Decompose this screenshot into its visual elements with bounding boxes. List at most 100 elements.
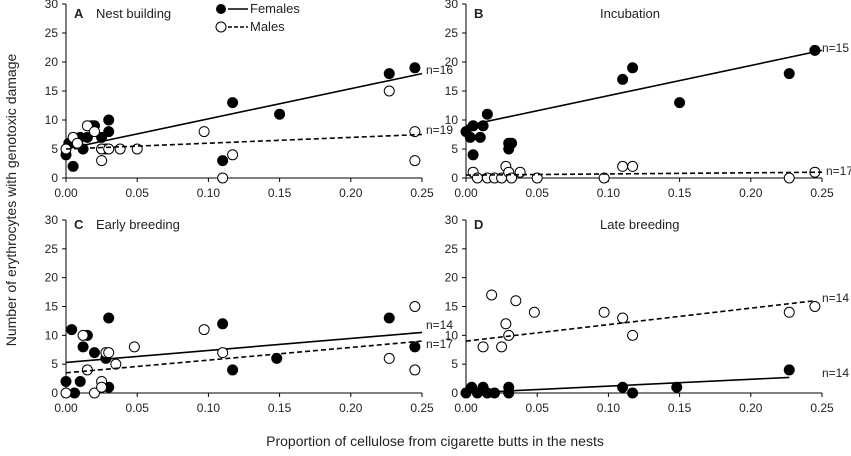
male-point: [128, 341, 140, 353]
panel-b: 0 5 10 15 20 25 30 0.00 0.05 0.10 0.15 0.20 0.25 B Inc…: [445, 0, 851, 200]
male-point: [60, 387, 72, 399]
y-tick-label: 0: [451, 171, 458, 185]
male-point: [81, 120, 93, 132]
female-point: [227, 97, 239, 109]
male-point: [383, 85, 395, 97]
y-tick-label: 15: [45, 300, 59, 314]
female-point: [409, 341, 421, 353]
female-point: [217, 155, 229, 167]
y-tick-label: 10: [445, 113, 459, 127]
male-point: [198, 324, 210, 336]
x-tick-label: 0.10: [597, 401, 621, 415]
female-n-label: n=14: [426, 318, 453, 332]
male-point: [598, 306, 610, 318]
x-tick-label: 0.00: [454, 401, 478, 415]
x-tick-label: 0.15: [268, 186, 292, 200]
female-n-label: n=16: [426, 63, 453, 77]
female-point: [503, 387, 515, 399]
female-point: [103, 114, 115, 126]
male-point: [617, 312, 629, 324]
panel-letter: A: [74, 6, 84, 21]
female-fit-line: [65, 72, 423, 150]
female-point: [627, 62, 639, 74]
male-point: [409, 301, 421, 312]
y-tick-label: 20: [445, 271, 459, 285]
male-fit-line: [465, 171, 823, 176]
x-tick-label: 0.05: [526, 186, 550, 200]
female-point: [383, 312, 395, 324]
male-point: [409, 364, 421, 376]
y-tick-label: 30: [445, 0, 459, 11]
female-point: [783, 364, 795, 376]
y-tick-label: 25: [445, 26, 459, 40]
male-fit-line: [65, 340, 423, 374]
legend-females-marker: [216, 4, 226, 14]
panel-letter: B: [474, 6, 483, 21]
x-tick-label: 0.20: [739, 401, 763, 415]
female-point: [103, 312, 115, 324]
female-point: [96, 131, 108, 143]
series-males: n=19: [60, 85, 453, 184]
male-point: [114, 143, 126, 155]
panel-a: 0 5 10 15 20 25 30 0.00 0.05 0.10 0.15 0.20 0.25 A Nes…: [45, 0, 454, 200]
series-females: n=15: [460, 41, 849, 161]
series-males: n=17: [60, 301, 453, 399]
female-point: [88, 347, 100, 359]
series-females: n=14: [60, 312, 453, 399]
y-tick-label: 10: [45, 113, 59, 127]
x-tick-label: 0.20: [739, 186, 763, 200]
series-males: n=14: [465, 289, 849, 353]
male-point: [96, 155, 108, 167]
panel-title: Incubation: [600, 6, 660, 21]
legend-females-label: Females: [250, 1, 300, 16]
female-fit-line: [465, 49, 823, 127]
female-fit-line: [65, 331, 423, 364]
female-fit-line: [465, 376, 790, 394]
male-point: [617, 160, 629, 172]
male-point: [383, 352, 395, 364]
male-point: [103, 347, 115, 359]
panel-letter: C: [74, 217, 84, 232]
male-point: [514, 166, 526, 178]
male-point: [500, 318, 512, 330]
x-tick-label: 0.05: [126, 401, 150, 415]
panel-d: 0 5 10 15 20 25 30 0.00 0.05 0.10 0.15 0.20 0.25 D Lat…: [445, 213, 850, 415]
y-tick-label: 5: [51, 142, 58, 156]
legend: Females Males: [215, 1, 300, 34]
y-tick-label: 0: [51, 171, 58, 185]
female-point: [627, 387, 639, 399]
female-n-label: n=15: [822, 41, 849, 55]
female-point: [74, 375, 86, 387]
x-axis-title: Proportion of cellulose from cigarette b…: [266, 433, 604, 449]
male-n-label: n=17: [426, 337, 453, 351]
male-n-label: n=17: [826, 164, 851, 178]
legend-males-marker: [215, 21, 227, 33]
series-males: n=17: [465, 160, 851, 184]
female-point: [60, 375, 72, 387]
female-point: [488, 387, 500, 399]
y-tick-label: 20: [445, 55, 459, 69]
legend-males-label: Males: [250, 19, 285, 34]
x-tick-label: 0.05: [526, 401, 550, 415]
panel-title: Nest building: [96, 6, 171, 21]
female-point: [481, 108, 493, 120]
female-point: [783, 68, 795, 80]
male-point: [531, 172, 543, 184]
x-tick-label: 0.05: [126, 186, 150, 200]
female-point: [81, 131, 93, 143]
male-fit-line: [465, 299, 815, 342]
male-point: [510, 295, 522, 307]
y-tick-label: 30: [45, 213, 59, 227]
panel-title: Late breeding: [600, 217, 680, 232]
female-point: [506, 137, 518, 149]
panel-letter: D: [474, 217, 483, 232]
female-point: [103, 126, 115, 138]
y-tick-label: 15: [445, 300, 459, 314]
x-tick-label: 0.15: [668, 186, 692, 200]
female-point: [474, 131, 486, 143]
y-tick-label: 25: [45, 242, 59, 256]
x-tick-label: 0.10: [597, 186, 621, 200]
male-point: [503, 329, 515, 341]
male-point: [783, 172, 795, 184]
male-n-label: n=14: [822, 291, 849, 305]
